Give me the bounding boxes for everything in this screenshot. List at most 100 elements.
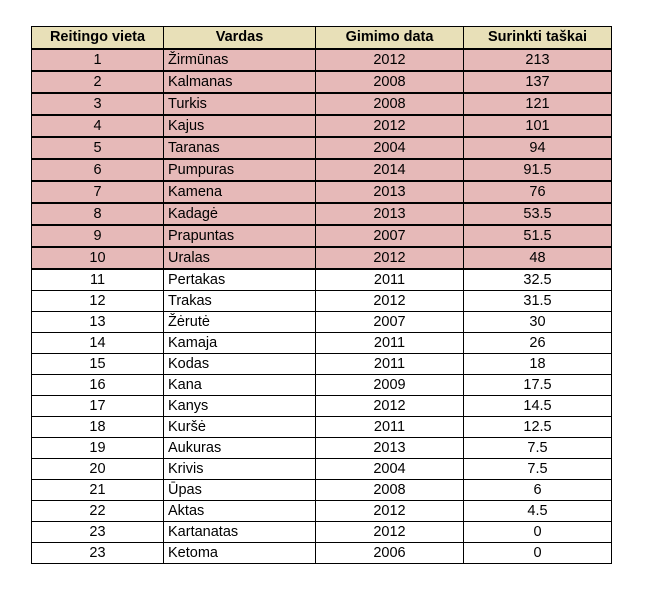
header-points: Surinkti taškai <box>463 26 612 49</box>
header-row: Reitingo vieta Vardas Gimimo data Surink… <box>31 26 612 49</box>
place-cell: 14 <box>31 331 164 354</box>
birth-year-cell: 2011 <box>315 415 464 438</box>
place-cell: 11 <box>31 268 164 291</box>
birth-year-cell: 2013 <box>315 201 464 226</box>
points-cell: 7.5 <box>463 457 612 480</box>
points-cell: 91.5 <box>463 157 612 182</box>
place-cell: 19 <box>31 436 164 459</box>
birth-year-cell: 2014 <box>315 157 464 182</box>
points-cell: 6 <box>463 478 612 501</box>
name-cell: Prapuntas <box>163 223 316 248</box>
table-row: 22 Aktas 2012 4.5 <box>31 499 612 522</box>
name-cell: Žirmūnas <box>163 47 316 72</box>
table-row: 13 Žėrutė 2007 30 <box>31 310 612 333</box>
birth-year-cell: 2008 <box>315 91 464 116</box>
name-cell: Kajus <box>163 113 316 138</box>
place-cell: 12 <box>31 289 164 312</box>
points-cell: 12.5 <box>463 415 612 438</box>
name-cell: Turkis <box>163 91 316 116</box>
table-row: 10 Uralas 2012 48 <box>31 245 612 270</box>
points-cell: 26 <box>463 331 612 354</box>
birth-year-cell: 2008 <box>315 69 464 94</box>
birth-year-cell: 2004 <box>315 135 464 160</box>
name-cell: Kartanatas <box>163 520 316 543</box>
header-name: Vardas <box>163 26 316 49</box>
points-cell: 53.5 <box>463 201 612 226</box>
name-cell: Kadagė <box>163 201 316 226</box>
table-row: 1 Žirmūnas 2012 213 <box>31 47 612 72</box>
table-row: 15 Kodas 2011 18 <box>31 352 612 375</box>
points-cell: 48 <box>463 245 612 270</box>
points-cell: 18 <box>463 352 612 375</box>
points-cell: 121 <box>463 91 612 116</box>
points-cell: 0 <box>463 520 612 543</box>
place-cell: 17 <box>31 394 164 417</box>
points-cell: 30 <box>463 310 612 333</box>
table-row: 16 Kana 2009 17.5 <box>31 373 612 396</box>
table-row: 18 Kuršė 2011 12.5 <box>31 415 612 438</box>
name-cell: Kamena <box>163 179 316 204</box>
place-cell: 23 <box>31 520 164 543</box>
table-row: 7 Kamena 2013 76 <box>31 179 612 204</box>
table-row: 12 Trakas 2012 31.5 <box>31 289 612 312</box>
birth-year-cell: 2006 <box>315 541 464 564</box>
birth-year-cell: 2004 <box>315 457 464 480</box>
place-cell: 5 <box>31 135 164 160</box>
place-cell: 6 <box>31 157 164 182</box>
place-cell: 20 <box>31 457 164 480</box>
name-cell: Kuršė <box>163 415 316 438</box>
name-cell: Žėrutė <box>163 310 316 333</box>
birth-year-cell: 2013 <box>315 436 464 459</box>
name-cell: Aktas <box>163 499 316 522</box>
birth-year-cell: 2007 <box>315 223 464 248</box>
birth-year-cell: 2012 <box>315 113 464 138</box>
place-cell: 9 <box>31 223 164 248</box>
place-cell: 13 <box>31 310 164 333</box>
points-cell: 94 <box>463 135 612 160</box>
table-row: 11 Pertakas 2011 32.5 <box>31 268 612 291</box>
place-cell: 4 <box>31 113 164 138</box>
table-row: 19 Aukuras 2013 7.5 <box>31 436 612 459</box>
points-cell: 213 <box>463 47 612 72</box>
birth-year-cell: 2012 <box>315 289 464 312</box>
birth-year-cell: 2012 <box>315 499 464 522</box>
birth-year-cell: 2013 <box>315 179 464 204</box>
name-cell: Kanys <box>163 394 316 417</box>
points-cell: 14.5 <box>463 394 612 417</box>
header-birth-year: Gimimo data <box>315 26 464 49</box>
name-cell: Krivis <box>163 457 316 480</box>
name-cell: Uralas <box>163 245 316 270</box>
name-cell: Kamaja <box>163 331 316 354</box>
place-cell: 8 <box>31 201 164 226</box>
birth-year-cell: 2012 <box>315 245 464 270</box>
table-row: 14 Kamaja 2011 26 <box>31 331 612 354</box>
page-bottom-edge <box>31 582 613 612</box>
name-cell: Taranas <box>163 135 316 160</box>
place-cell: 18 <box>31 415 164 438</box>
name-cell: Pertakas <box>163 268 316 291</box>
points-cell: 101 <box>463 113 612 138</box>
place-cell: 15 <box>31 352 164 375</box>
place-cell: 21 <box>31 478 164 501</box>
place-cell: 2 <box>31 69 164 94</box>
birth-year-cell: 2012 <box>315 394 464 417</box>
birth-year-cell: 2012 <box>315 520 464 543</box>
place-cell: 22 <box>31 499 164 522</box>
ranking-table: Reitingo vieta Vardas Gimimo data Surink… <box>31 26 612 564</box>
name-cell: Kodas <box>163 352 316 375</box>
table-row: 2 Kalmanas 2008 137 <box>31 69 612 94</box>
table-row: 23 Kartanatas 2012 0 <box>31 520 612 543</box>
table-row: 9 Prapuntas 2007 51.5 <box>31 223 612 248</box>
table-row: 3 Turkis 2008 121 <box>31 91 612 116</box>
name-cell: Kalmanas <box>163 69 316 94</box>
header-place: Reitingo vieta <box>31 26 164 49</box>
points-cell: 76 <box>463 179 612 204</box>
table-row: 17 Kanys 2012 14.5 <box>31 394 612 417</box>
table-row: 5 Taranas 2004 94 <box>31 135 612 160</box>
place-cell: 1 <box>31 47 164 72</box>
birth-year-cell: 2011 <box>315 331 464 354</box>
place-cell: 3 <box>31 91 164 116</box>
birth-year-cell: 2012 <box>315 47 464 72</box>
place-cell: 23 <box>31 541 164 564</box>
name-cell: Ūpas <box>163 478 316 501</box>
